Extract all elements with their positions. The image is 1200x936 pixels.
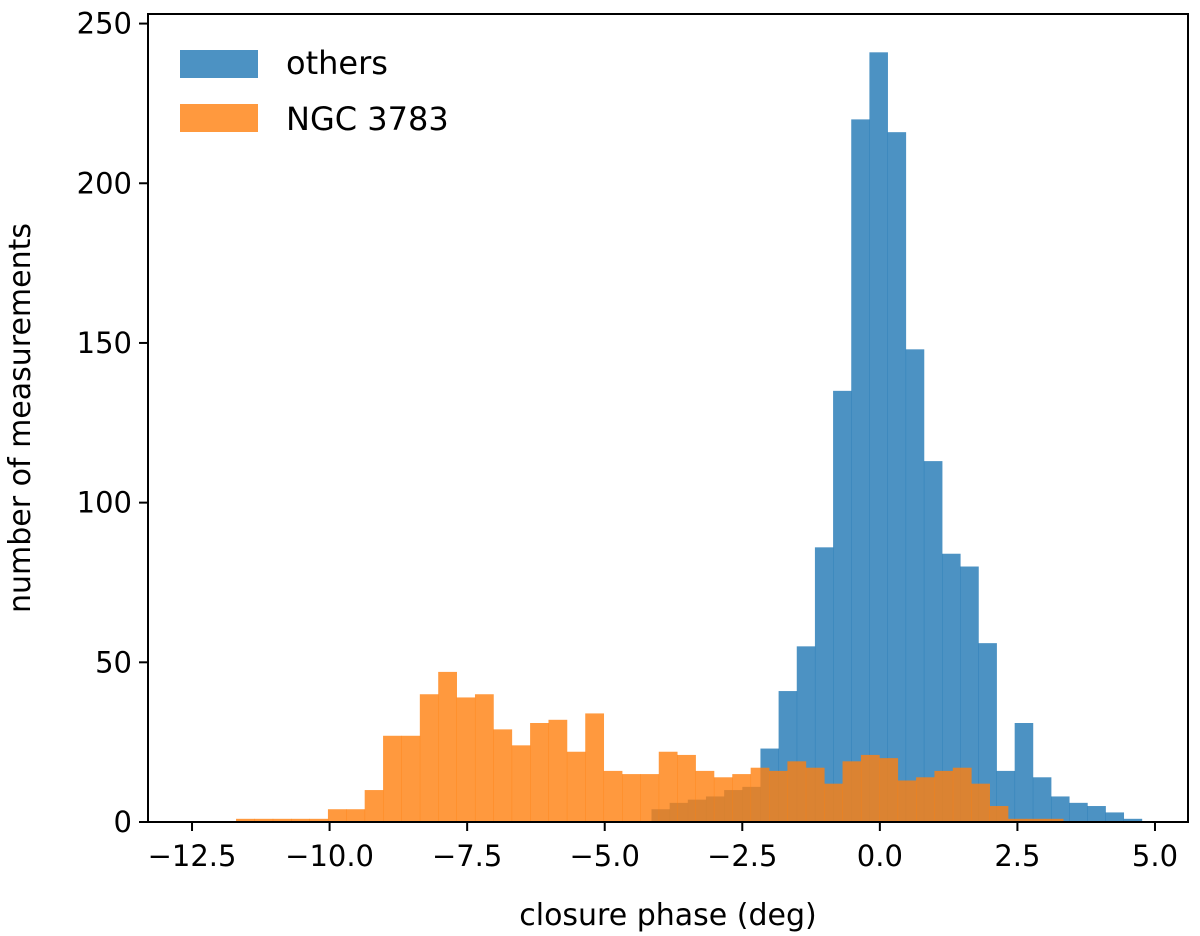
bar-others xyxy=(942,553,961,822)
x-axis-label: closure phase (deg) xyxy=(519,898,817,933)
bar-others xyxy=(905,349,925,822)
series-ngc-3783-bars xyxy=(236,671,1064,822)
legend-swatch-others xyxy=(180,50,258,78)
bar-ngc-3783 xyxy=(364,790,384,822)
bar-others xyxy=(1087,806,1106,822)
bar-ngc-3783 xyxy=(272,818,292,822)
bar-ngc-3783 xyxy=(254,818,274,822)
y-tick-label: 50 xyxy=(95,645,132,679)
bar-ngc-3783 xyxy=(732,774,752,822)
y-axis: 0 50 100 150 200 250 xyxy=(77,7,148,839)
y-tick-label: 0 xyxy=(114,805,132,839)
bar-others xyxy=(923,461,943,822)
y-tick-label: 200 xyxy=(77,166,132,200)
x-axis: −12.5 −10.0 −7.5 −5.0 −2.5 0.0 2.5 5.0 xyxy=(148,822,1178,873)
bar-ngc-3783 xyxy=(474,694,494,822)
bar-ngc-3783 xyxy=(640,774,660,822)
x-tick-label: −5.0 xyxy=(570,839,640,873)
bar-ngc-3783 xyxy=(879,758,899,822)
bar-ngc-3783 xyxy=(971,783,990,822)
bar-ngc-3783 xyxy=(860,754,880,822)
bar-ngc-3783 xyxy=(438,671,457,822)
bar-others xyxy=(1105,812,1125,822)
bar-others xyxy=(1123,818,1143,822)
bar-ngc-3783 xyxy=(934,770,954,822)
bar-ngc-3783 xyxy=(769,770,788,822)
x-tick-label: −7.5 xyxy=(432,839,502,873)
bar-ngc-3783 xyxy=(750,767,770,822)
series-others-bars xyxy=(651,52,1143,823)
bar-ngc-3783 xyxy=(585,713,605,822)
y-tick-label: 100 xyxy=(77,486,132,520)
bar-others xyxy=(960,566,979,822)
legend-swatch-ngc-3783 xyxy=(180,104,258,132)
x-tick-label: 5.0 xyxy=(1132,839,1178,873)
bar-ngc-3783 xyxy=(566,751,586,822)
bar-ngc-3783 xyxy=(493,729,513,822)
bar-ngc-3783 xyxy=(236,818,255,822)
bar-ngc-3783 xyxy=(530,723,549,822)
bar-ngc-3783 xyxy=(916,777,935,822)
bar-ngc-3783 xyxy=(419,694,439,822)
x-tick-label: −10.0 xyxy=(285,839,374,873)
bar-ngc-3783 xyxy=(1007,818,1027,822)
x-tick-label: −12.5 xyxy=(148,839,237,873)
bar-ngc-3783 xyxy=(1044,818,1064,822)
x-tick-label: 2.5 xyxy=(994,839,1040,873)
bar-ngc-3783 xyxy=(346,809,366,822)
bar-others xyxy=(833,390,852,822)
bar-ngc-3783 xyxy=(952,767,972,822)
bar-others xyxy=(869,52,888,822)
bar-ngc-3783 xyxy=(677,754,696,822)
bar-ngc-3783 xyxy=(622,774,641,822)
bar-others xyxy=(1069,802,1088,822)
x-tick-label: 0.0 xyxy=(857,839,903,873)
bar-ngc-3783 xyxy=(401,735,421,822)
bar-ngc-3783 xyxy=(805,767,825,822)
bar-others xyxy=(887,132,907,823)
bar-ngc-3783 xyxy=(309,818,329,822)
plot-frame xyxy=(147,13,1189,823)
bar-ngc-3783 xyxy=(456,697,476,822)
bar-ngc-3783 xyxy=(327,809,347,822)
bar-others xyxy=(814,547,834,822)
y-tick-label: 250 xyxy=(77,7,132,41)
bar-ngc-3783 xyxy=(842,761,862,822)
y-axis-label: number of measurements xyxy=(3,223,38,613)
bar-ngc-3783 xyxy=(787,761,807,822)
legend-label-ngc-3783: NGC 3783 xyxy=(286,100,449,138)
bar-ngc-3783 xyxy=(989,806,1009,822)
bar-others xyxy=(1032,777,1052,822)
bar-ngc-3783 xyxy=(291,818,310,822)
bar-ngc-3783 xyxy=(383,735,402,822)
bar-ngc-3783 xyxy=(548,719,568,822)
bar-ngc-3783 xyxy=(897,780,917,822)
bar-others xyxy=(978,643,997,822)
bar-others xyxy=(1050,796,1070,822)
legend: others NGC 3783 xyxy=(180,44,449,138)
bar-ngc-3783 xyxy=(511,745,531,822)
bar-ngc-3783 xyxy=(658,751,678,822)
bar-ngc-3783 xyxy=(824,783,843,822)
bar-others xyxy=(851,119,870,822)
legend-label-others: others xyxy=(286,44,388,82)
y-tick-label: 150 xyxy=(77,326,132,360)
bar-ngc-3783 xyxy=(1026,818,1046,822)
bar-ngc-3783 xyxy=(603,770,623,822)
x-tick-label: −2.5 xyxy=(707,839,777,873)
bar-ngc-3783 xyxy=(695,770,715,822)
bar-others xyxy=(1014,723,1034,822)
bar-ngc-3783 xyxy=(713,777,733,822)
